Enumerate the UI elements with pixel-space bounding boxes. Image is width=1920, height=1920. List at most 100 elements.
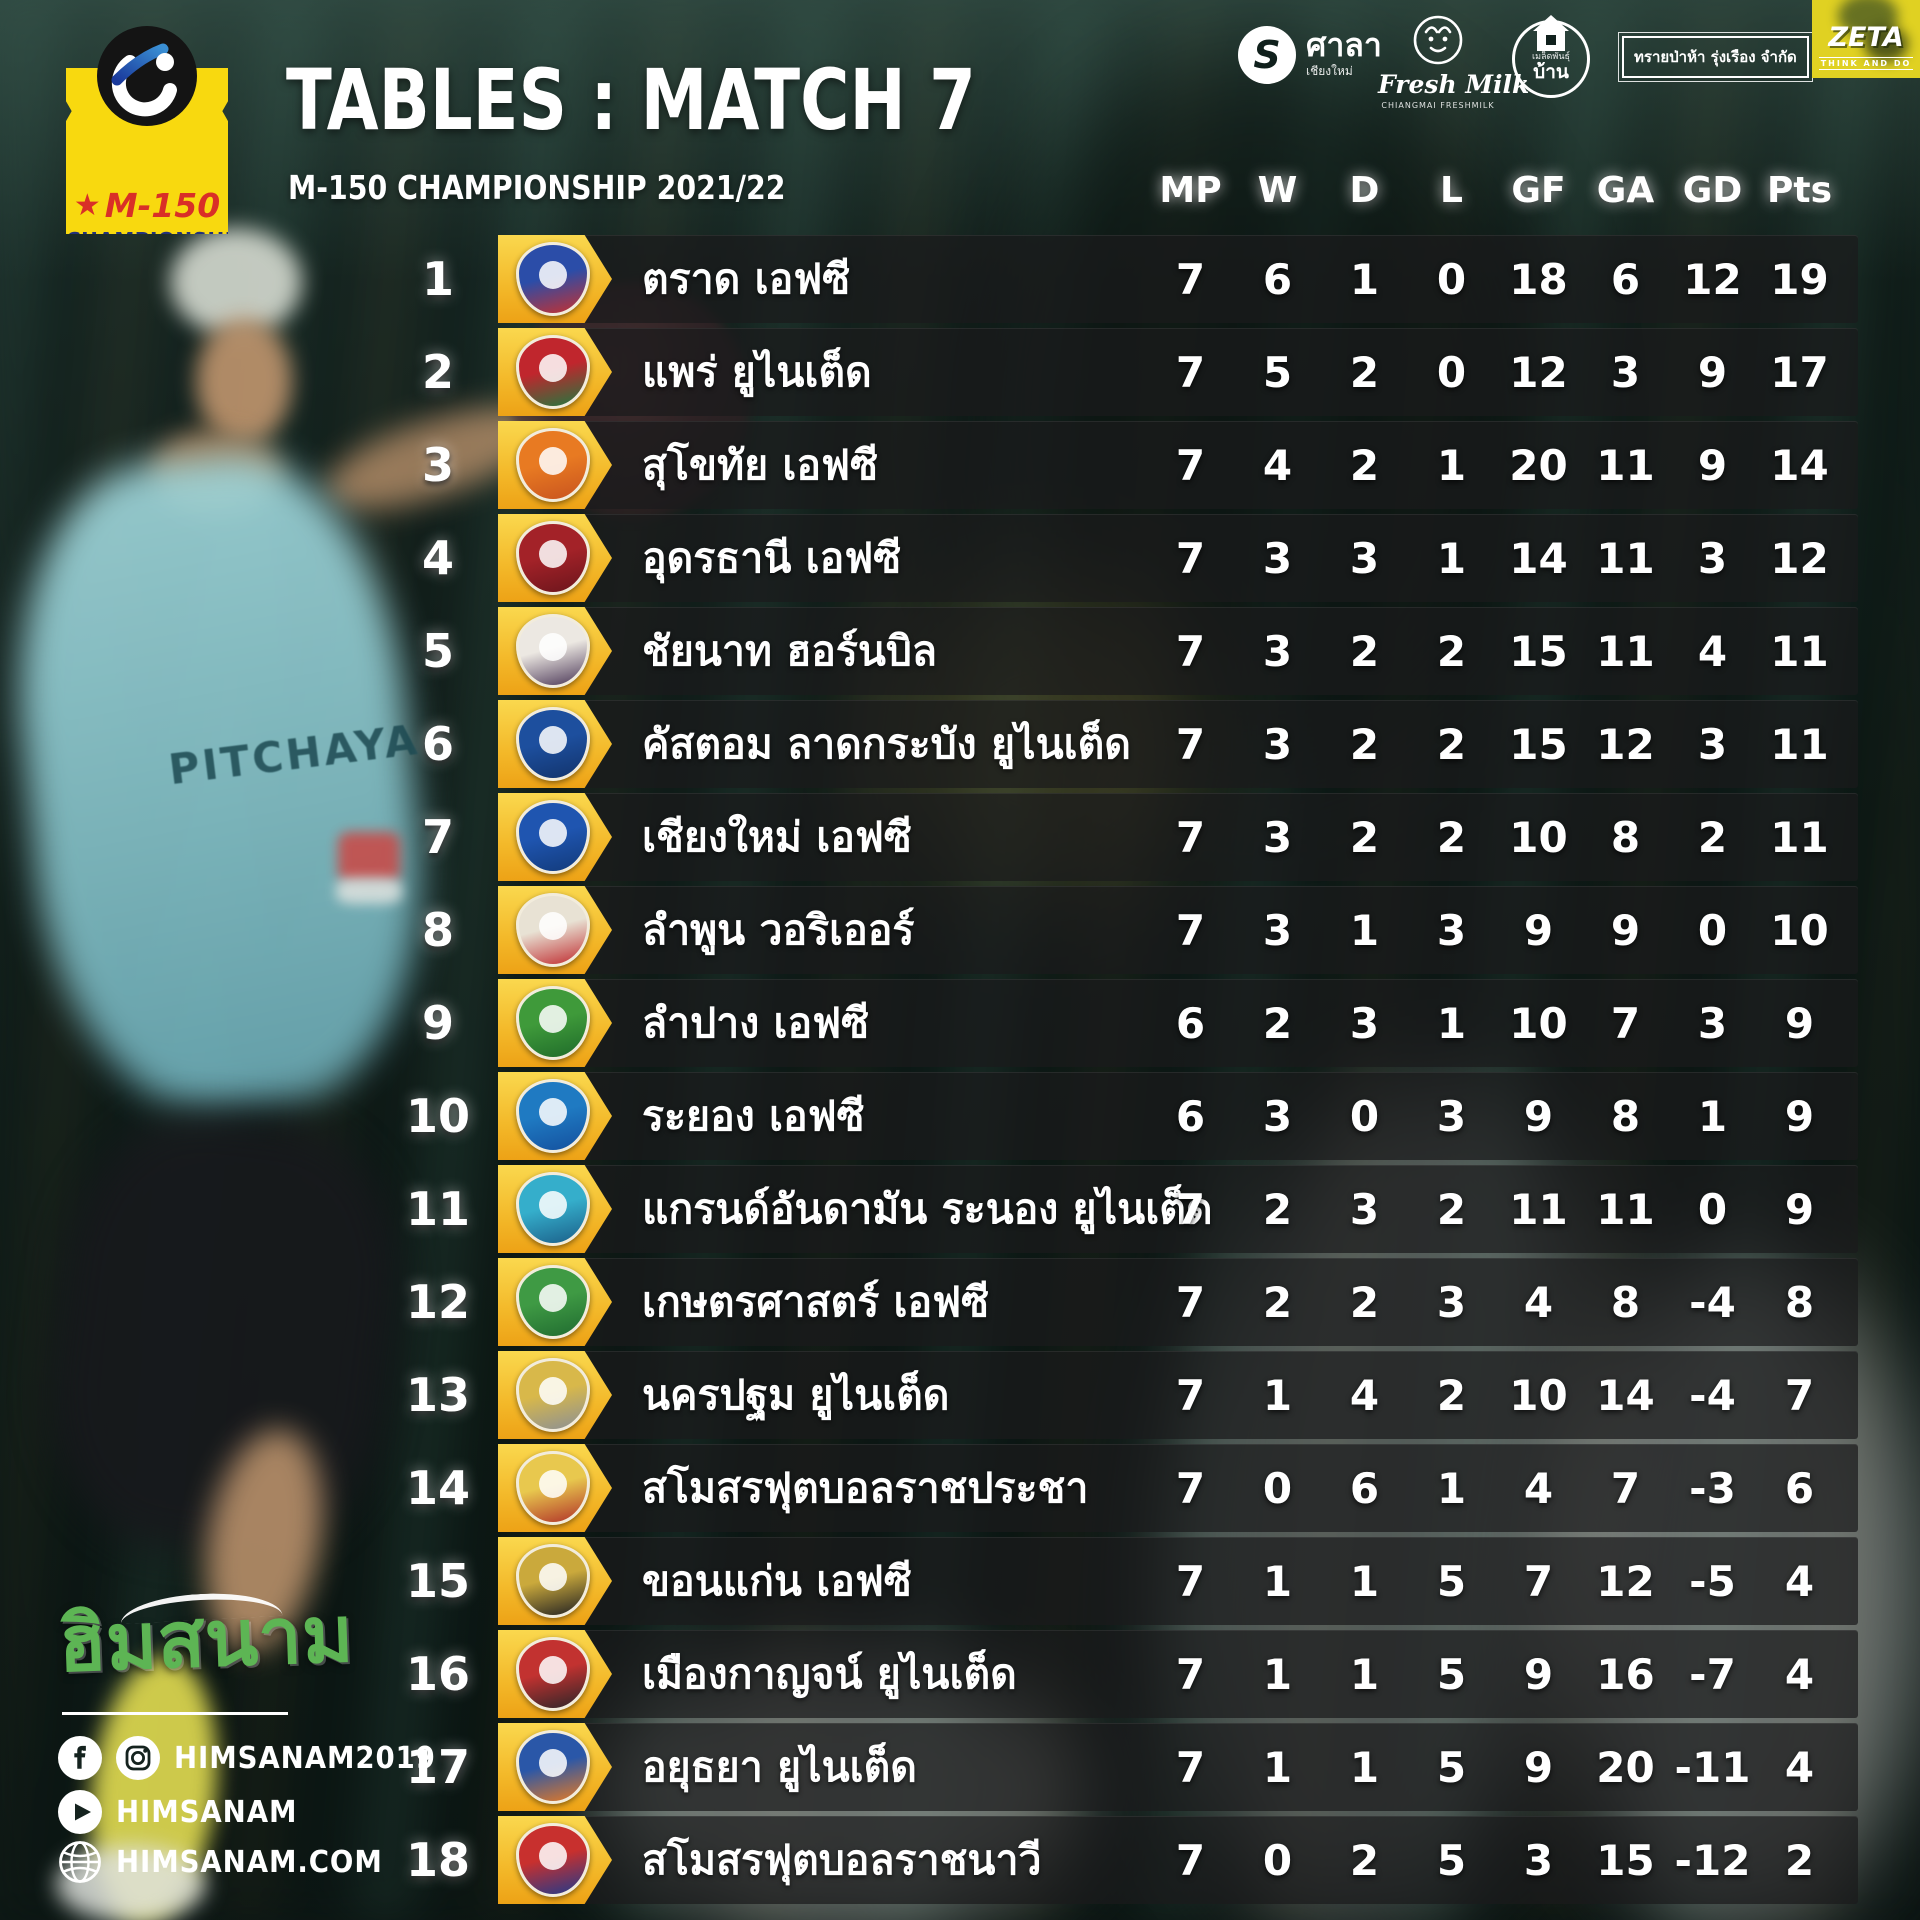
stat-value: 4 <box>1523 1463 1554 1513</box>
stat-value: 2 <box>1436 719 1467 769</box>
team-name: ลำพูน วอริเออร์ <box>642 905 915 954</box>
team-badge <box>516 1823 590 1897</box>
stat-value: 14 <box>1770 440 1829 490</box>
stat-value: 11 <box>1596 1184 1655 1234</box>
rank: 7 <box>421 810 454 864</box>
team-badge <box>516 1358 590 1432</box>
team-badge <box>516 335 590 409</box>
column-headers: MP W D L GF GA GD Pts <box>1147 170 1843 211</box>
rank: 15 <box>405 1554 470 1608</box>
stat-value: 3 <box>1436 1277 1467 1327</box>
team-stats: 7 4 2 1 20 11 9 14 <box>1147 421 1843 509</box>
team-badge <box>516 1451 590 1525</box>
stat-value: 7 <box>1784 1370 1815 1420</box>
rank: 12 <box>405 1275 470 1329</box>
facebook-icon <box>58 1736 102 1780</box>
team-stats: 7 1 4 2 10 14 -4 7 <box>1147 1351 1843 1439</box>
stat-value: 3 <box>1262 719 1293 769</box>
table-row: 16 เมืองกาญจน์ ยูไนเต็ด 7 1 1 5 9 16 -7 4 <box>0 1630 1920 1718</box>
sponsor-baan: เมล็ดพันธุ์ บ้าน <box>1512 15 1590 98</box>
stat-value: 9 <box>1610 905 1641 955</box>
team-badge <box>516 893 590 967</box>
table-row: 7 เชียงใหม่ เอฟซี 7 3 2 2 10 8 2 11 <box>0 793 1920 881</box>
stat-value: 8 <box>1610 812 1641 862</box>
baan-label: บ้าน <box>1533 61 1569 83</box>
stat-value: 14 <box>1509 533 1568 583</box>
stat-value: 4 <box>1523 1277 1554 1327</box>
stat-value: 3 <box>1262 626 1293 676</box>
stat-value: 7 <box>1610 1463 1641 1513</box>
rank: 13 <box>405 1368 470 1422</box>
stat-value: 6 <box>1175 1091 1206 1141</box>
team-name: สโมสรฟุตบอลราชนาวี <box>642 1835 1042 1884</box>
league-badge: ★M-150 CHAMPIONSHIP <box>66 26 228 234</box>
stat-value: 2 <box>1262 1277 1293 1327</box>
stat-value: 3 <box>1262 905 1293 955</box>
stat-value: 7 <box>1175 1835 1206 1885</box>
stat-value: 12 <box>1596 719 1655 769</box>
stat-value: 3 <box>1610 347 1641 397</box>
row-bar <box>498 1816 1858 1904</box>
table-row: 17 อยุธยา ยูไนเต็ด 7 1 1 5 9 20 -11 4 <box>0 1723 1920 1811</box>
team-badge <box>516 1637 590 1711</box>
stat-value: 11 <box>1770 626 1829 676</box>
bg-player-face <box>196 318 292 444</box>
stat-value: 11 <box>1596 533 1655 583</box>
table-row: 4 อุดรธานี เอฟซี 7 3 3 1 14 11 3 12 <box>0 514 1920 602</box>
house-icon <box>1533 15 1569 51</box>
column-header-ga: GA <box>1596 170 1655 211</box>
stat-value: 1 <box>1262 1556 1293 1606</box>
team-name: เมืองกาญจน์ ยูไนเต็ด <box>642 1649 1017 1698</box>
stat-value: 2 <box>1349 812 1380 862</box>
team-badge <box>516 1730 590 1804</box>
freshmilk-sublabel: CHIANGMAI FRESHMILK <box>1381 101 1495 110</box>
table-row: 2 แพร่ ยูไนเต็ด 7 5 2 0 12 3 9 17 <box>0 328 1920 416</box>
stat-value: 2 <box>1349 440 1380 490</box>
stat-value: 4 <box>1697 626 1728 676</box>
rank: 14 <box>405 1461 470 1515</box>
team-stats: 6 3 0 3 9 8 1 9 <box>1147 1072 1843 1160</box>
rank: 2 <box>421 345 454 399</box>
stat-value: 17 <box>1770 347 1829 397</box>
stat-value: 1 <box>1262 1370 1293 1420</box>
rank: 16 <box>405 1647 470 1701</box>
stat-value: 3 <box>1262 533 1293 583</box>
footer-divider <box>62 1712 288 1715</box>
team-name: เชียงใหม่ เอฟซี <box>642 812 912 861</box>
stat-value: 1 <box>1262 1742 1293 1792</box>
stat-value: 6 <box>1784 1463 1815 1513</box>
stat-value: 7 <box>1175 626 1206 676</box>
stat-value: 1 <box>1436 1463 1467 1513</box>
stat-value: 9 <box>1523 1742 1554 1792</box>
stat-value: 2 <box>1436 626 1467 676</box>
freshmilk-label: Fresh Milk <box>1378 70 1530 99</box>
stat-value: 3 <box>1436 905 1467 955</box>
stat-value: 2 <box>1697 812 1728 862</box>
stat-value: 4 <box>1349 1370 1380 1420</box>
stat-value: 9 <box>1784 998 1815 1048</box>
team-name: ระยอง เอฟซี <box>642 1091 865 1140</box>
stat-value: 0 <box>1436 347 1467 397</box>
stat-value: 5 <box>1436 1649 1467 1699</box>
team-stats: 7 2 3 2 11 11 0 9 <box>1147 1165 1843 1253</box>
globe-icon <box>59 1841 101 1883</box>
team-stats: 7 2 2 3 4 8 -4 8 <box>1147 1258 1843 1346</box>
stat-value: 3 <box>1697 998 1728 1048</box>
social-handle: HIMSANAM2019 <box>174 1740 436 1776</box>
rank: 11 <box>405 1182 470 1236</box>
table-row: 14 สโมสรฟุตบอลราชประชา 7 0 6 1 4 7 -3 6 <box>0 1444 1920 1532</box>
team-stats: 7 1 1 5 7 12 -5 4 <box>1147 1537 1843 1625</box>
stat-value: 11 <box>1596 626 1655 676</box>
stat-value: 9 <box>1697 347 1728 397</box>
table-row: 6 คัสตอม ลาดกระบัง ยูไนเต็ด 7 3 2 2 15 12 3 11 <box>0 700 1920 788</box>
stat-value: 9 <box>1523 1091 1554 1141</box>
stat-value: 0 <box>1436 254 1467 304</box>
instagram-icon <box>116 1736 160 1780</box>
stat-value: 6 <box>1262 254 1293 304</box>
stat-value: 7 <box>1175 533 1206 583</box>
stat-value: 7 <box>1175 347 1206 397</box>
row-bar <box>498 1165 1858 1253</box>
stat-value: 8 <box>1610 1091 1641 1141</box>
sponsor-sala: S ศาลา เชียงใหม่ <box>1238 26 1382 84</box>
team-name: ตราด เอฟซี <box>642 254 851 303</box>
